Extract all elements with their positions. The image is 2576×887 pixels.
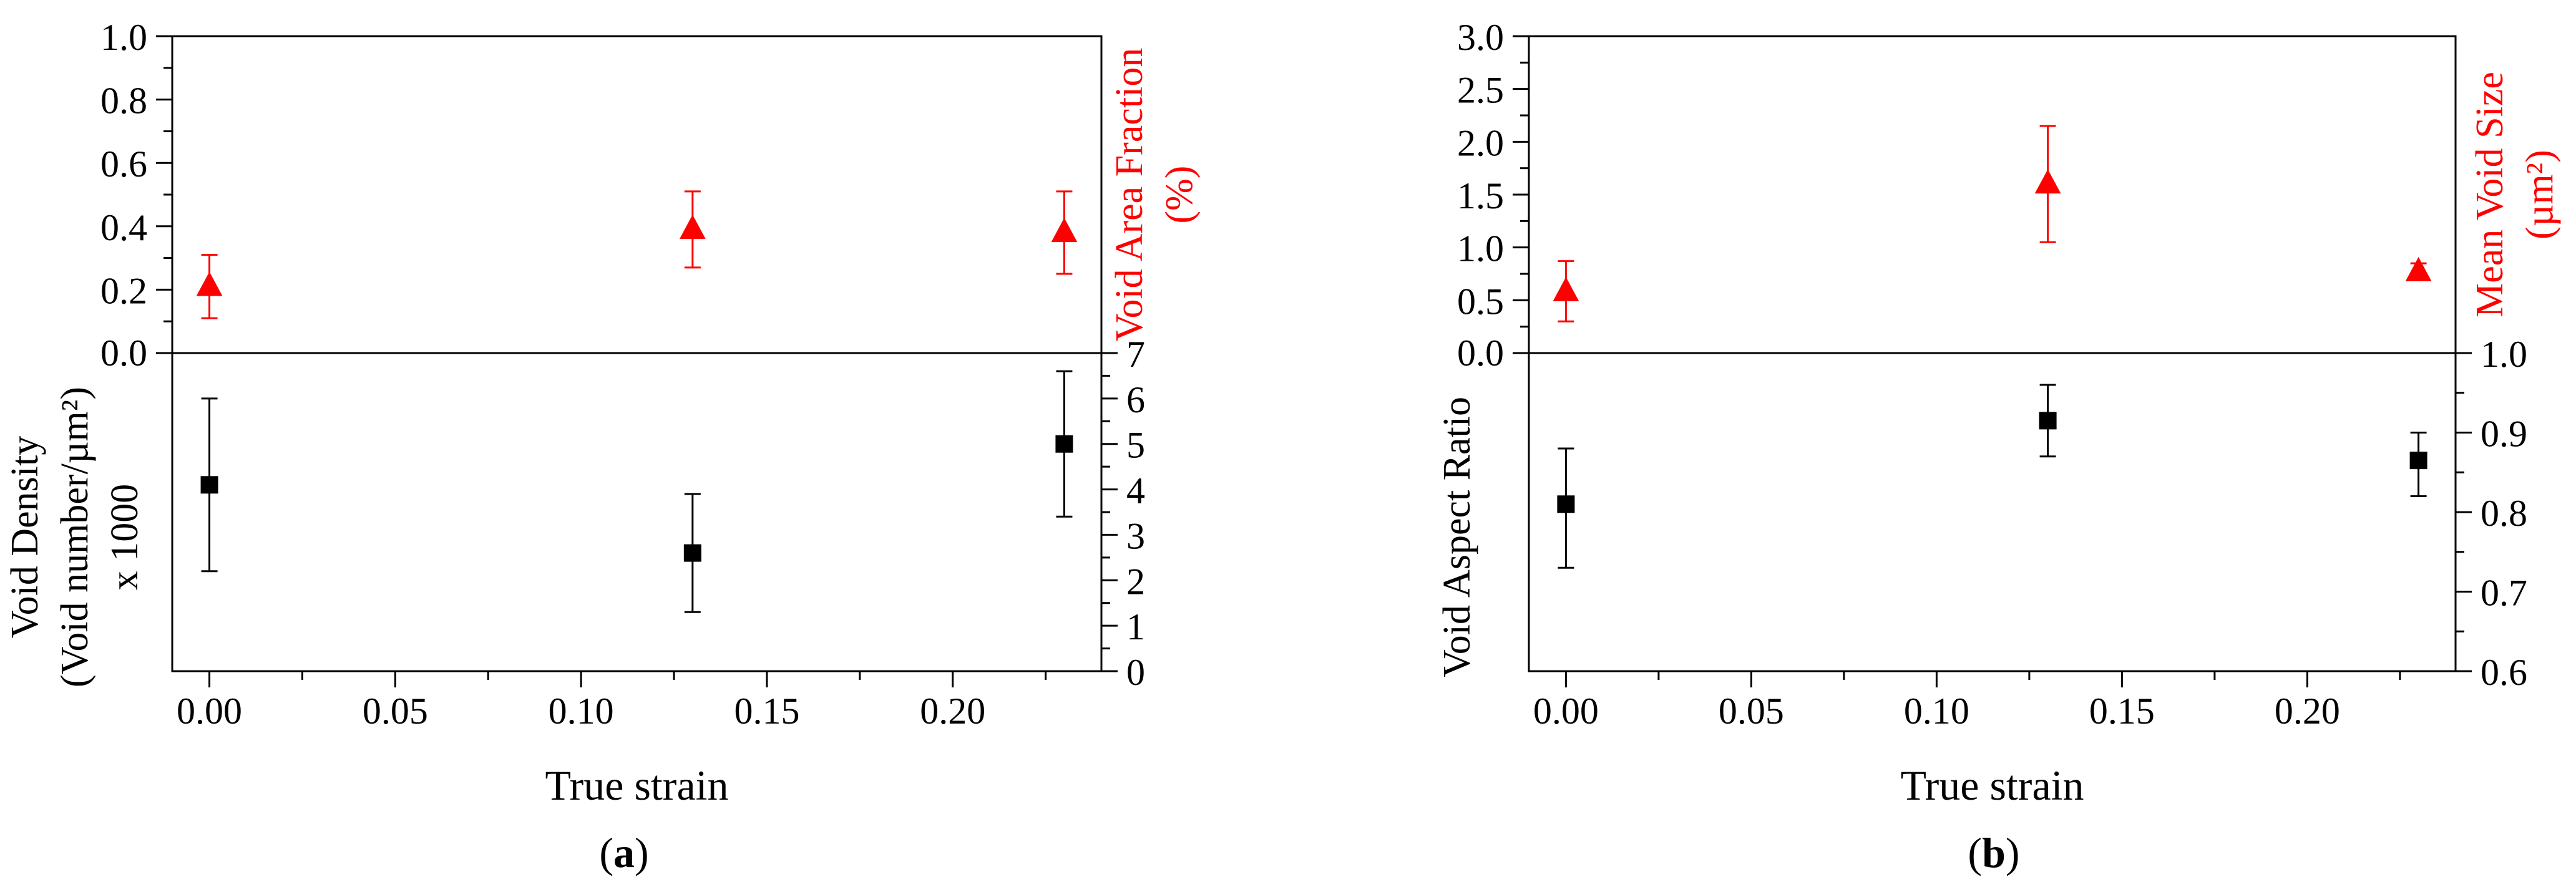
upper-triangle-marker xyxy=(1051,218,1078,243)
upper-triangle-marker xyxy=(2405,256,2432,281)
y-tick-label: 1.0 xyxy=(2481,334,2527,375)
upper-y-axis-label: Void Area Fraction xyxy=(1108,48,1151,342)
panel-label-letter: b xyxy=(1982,829,2006,876)
upper-triangle-marker xyxy=(196,271,223,296)
y-tick-label: 0.8 xyxy=(100,80,147,122)
y-tick-label: 2.0 xyxy=(1457,122,1504,163)
y-tick-label: 7 xyxy=(1126,334,1145,375)
x-tick-label: 0.00 xyxy=(1533,691,1599,732)
upper-plot-frame xyxy=(171,35,1103,354)
y-tick-label: 6 xyxy=(1126,379,1145,420)
y-tick-label: 2.5 xyxy=(1457,70,1504,111)
x-tick-label: 0.05 xyxy=(363,691,428,732)
y-tick-label: 0.5 xyxy=(1457,281,1504,322)
x-tick-label: 0.05 xyxy=(1719,691,1784,732)
y-tick-label: 0.2 xyxy=(100,270,147,311)
upper-y-axis-label: (%) xyxy=(1158,166,1201,224)
y-tick-label: 3 xyxy=(1126,515,1145,556)
y-tick-label: 1.0 xyxy=(1457,228,1504,269)
x-tick-label: 0.20 xyxy=(920,691,985,732)
y-tick-label: 0.9 xyxy=(2481,414,2527,455)
y-tick-label: 3.0 xyxy=(1457,17,1504,58)
panel-label-open: ( xyxy=(1968,829,1982,876)
y-tick-label: 4 xyxy=(1126,470,1145,511)
y-tick-label: 5 xyxy=(1126,425,1145,466)
y-tick-label: 0.6 xyxy=(100,143,147,185)
panel-b: 0.00 0.05 0.10 0.15 0.20 0.0 0.5 1.0 1.5 2.0 2.5 3.… xyxy=(1436,17,2561,876)
lower-square-marker xyxy=(683,544,701,562)
y-tick-label: 0 xyxy=(1126,652,1145,693)
lower-y-axis-label: Void Aspect Ratio xyxy=(1436,397,1478,677)
x-axis-label: True strain xyxy=(545,762,728,809)
y-tick-label: 1.5 xyxy=(1457,175,1504,216)
upper-plot-frame xyxy=(1528,35,2457,354)
panel-a: 0.00 0.05 0.10 0.15 0.20 0.0 0.2 0.4 0.6 0.8 1.0 0 1… xyxy=(4,17,1201,876)
panel-label: (a) xyxy=(599,829,648,876)
upper-y-axis-label: (µm²) xyxy=(2519,150,2561,240)
x-tick-label: 0.15 xyxy=(2089,691,2155,732)
lower-square-marker xyxy=(2039,412,2057,430)
y-tick-label: 1.0 xyxy=(100,17,147,58)
panel-label-open: ( xyxy=(599,829,613,876)
panel-label-close: ) xyxy=(2006,829,2020,876)
upper-triangle-marker xyxy=(1553,277,1579,301)
lower-square-marker xyxy=(2409,452,2427,470)
x-tick-label: 0.15 xyxy=(734,691,799,732)
x-tick-label: 0.00 xyxy=(177,691,242,732)
lower-square-marker xyxy=(1557,495,1575,513)
upper-triangle-marker xyxy=(2034,169,2061,194)
y-tick-label: 0.0 xyxy=(100,332,147,374)
upper-y-axis-label: Mean Void Size xyxy=(2469,72,2511,317)
lower-y-axis-label: x 1000 xyxy=(104,484,146,591)
lower-y-axis-label: Void Density xyxy=(4,436,46,638)
y-tick-label: 2 xyxy=(1126,561,1145,602)
x-tick-label: 0.10 xyxy=(549,691,614,732)
y-tick-label: 0.4 xyxy=(100,207,147,248)
upper-triangle-marker xyxy=(679,215,706,240)
panel-label: (b) xyxy=(1968,829,2019,876)
y-tick-label: 1 xyxy=(1126,606,1145,647)
y-tick-label: 0.0 xyxy=(1457,332,1504,374)
lower-square-marker xyxy=(1055,435,1073,453)
panel-label-close: ) xyxy=(635,829,649,876)
y-tick-label: 0.6 xyxy=(2481,652,2527,693)
lower-plot-frame xyxy=(1528,352,2457,672)
y-tick-label: 0.8 xyxy=(2481,493,2527,534)
x-tick-label: 0.10 xyxy=(1904,691,1969,732)
y-tick-label: 0.7 xyxy=(2481,573,2527,614)
lower-square-marker xyxy=(200,476,218,494)
panel-label-letter: a xyxy=(613,829,635,876)
x-axis-label: True strain xyxy=(1900,762,2084,809)
x-tick-label: 0.20 xyxy=(2275,691,2340,732)
lower-plot-frame xyxy=(171,352,1103,672)
lower-y-axis-label: (Void number/µm²) xyxy=(54,387,96,687)
